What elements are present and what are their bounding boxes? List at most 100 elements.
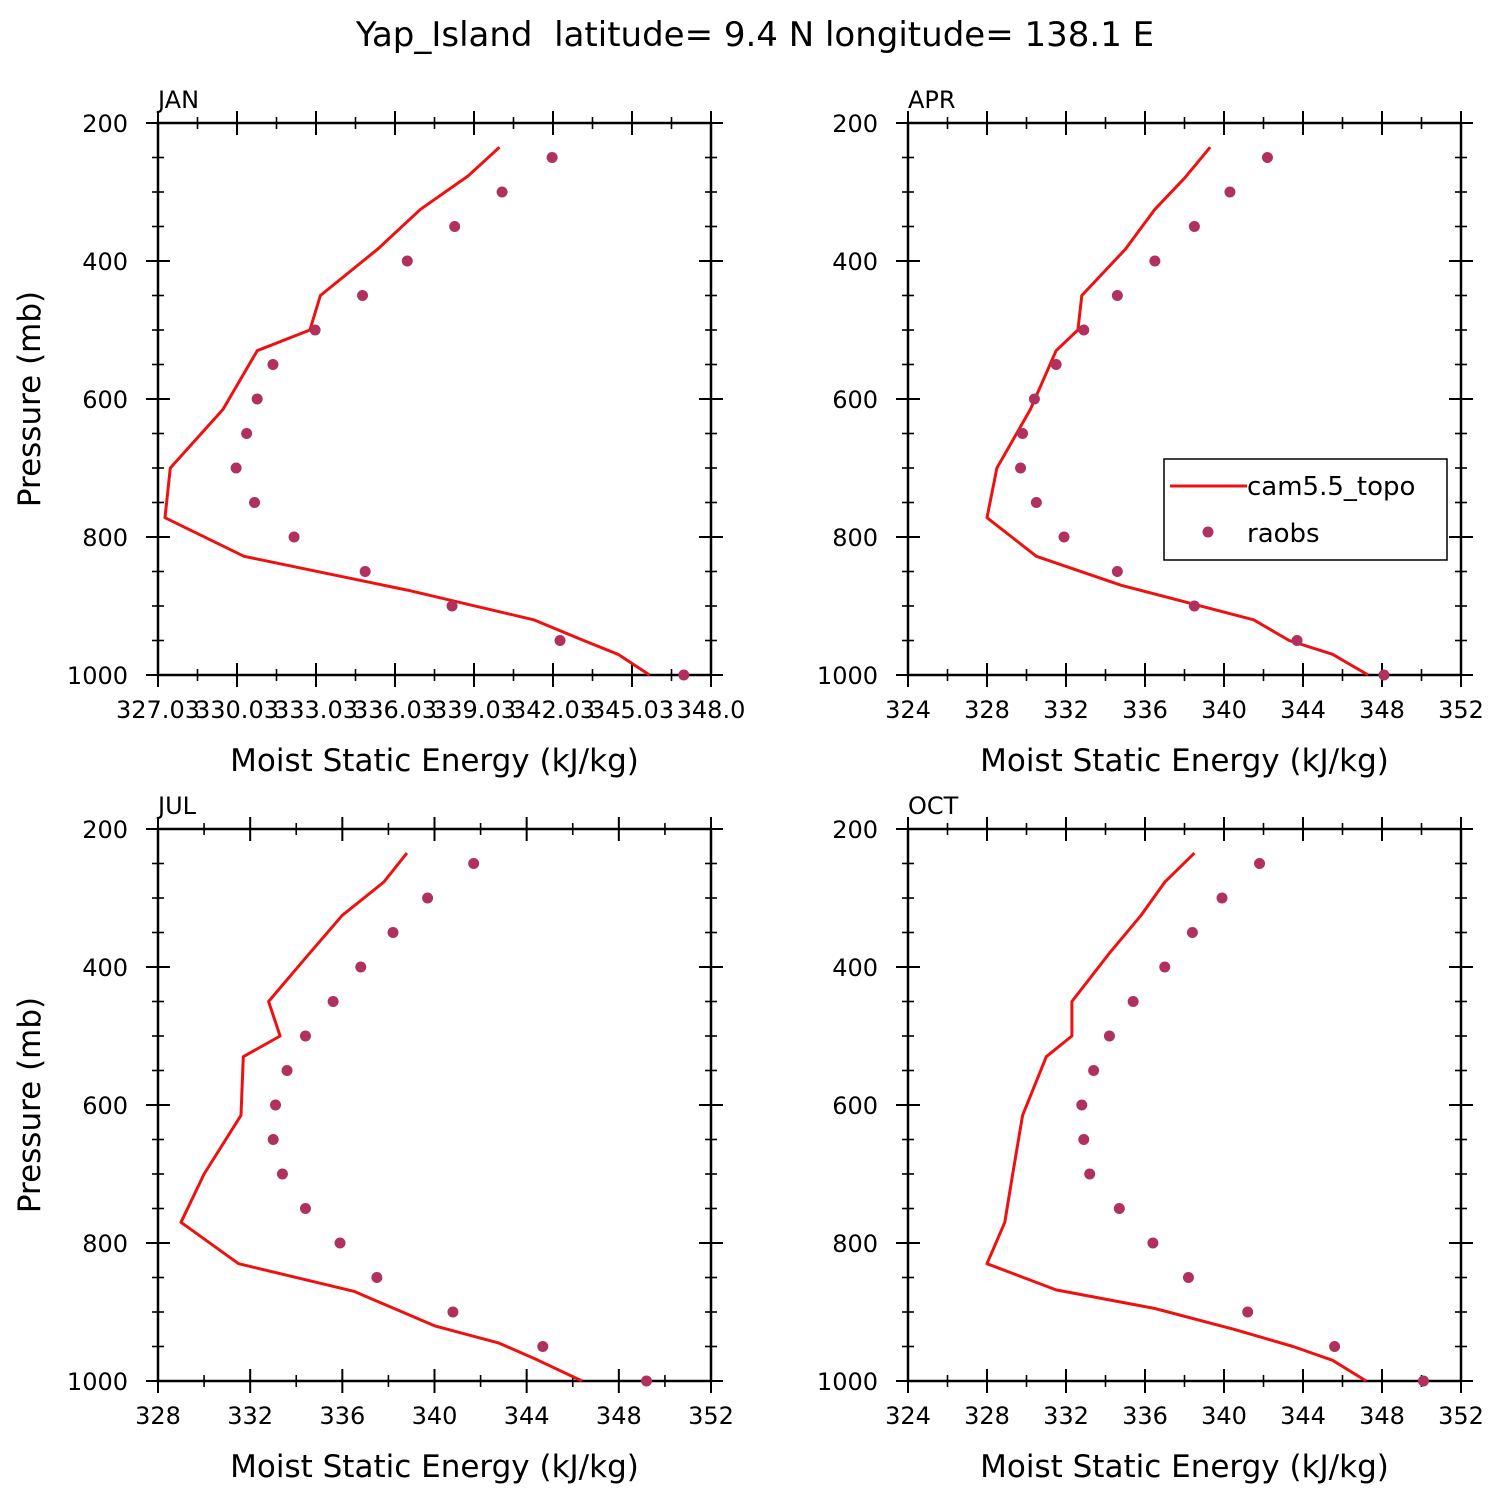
y-tick-label: 600 [82,1092,128,1120]
y-tick-label: 1000 [817,662,878,690]
x-tick-label: 324 [885,1402,931,1430]
obs-point [554,635,566,646]
obs-point [1103,1030,1115,1042]
y-tick-label: 800 [832,1230,878,1258]
obs-point [1084,1168,1096,1180]
panel-jul: JUL 328 332 336 340 344 348 352 200 400 600 800 1000… [12,792,734,1485]
y-tick-label: 400 [832,954,878,982]
y-tick-label: 400 [832,248,878,276]
obs-point [447,1306,459,1318]
y-tick-label: 600 [832,386,878,414]
model-line [179,852,583,1383]
y-axis-title: Pressure (mb) [12,997,48,1213]
x-tick-label: 348.0 [677,696,746,724]
model-line [985,852,1367,1383]
obs-point [1254,858,1266,869]
y-tick-label: 600 [832,1092,878,1120]
y-tick-label: 200 [832,110,878,138]
obs-point [1078,324,1090,336]
obs-point [249,497,261,508]
y-axis-title: Pressure (mb) [12,291,48,507]
x-tick-label: 328 [135,1402,181,1430]
model-line [163,146,651,677]
obs-point [1378,669,1390,681]
obs-point [1149,255,1161,267]
x-tick-label: 345.03 [590,696,674,724]
x-tick-label: 332 [227,1402,273,1430]
obs-point [1050,359,1062,370]
panel-apr: APR 324 328 332 336 340 344 348 352 200 400 600 800 1… [817,86,1484,779]
obs-point [357,290,369,301]
obs-point [1291,635,1303,646]
obs-point [1127,996,1139,1007]
y-tick-label: 400 [82,248,128,276]
x-tick-label: 344 [1280,696,1326,724]
panel-title: OCT [908,792,959,820]
obs-point [1242,1306,1254,1318]
obs-point [371,1272,383,1283]
obs-point [449,221,461,232]
x-tick-label: 348 [1359,696,1405,724]
obs-point [537,1341,549,1352]
panel-title: APR [908,86,956,114]
obs-point [1159,961,1171,973]
obs-point [1017,428,1029,439]
obs-point [1417,1375,1429,1387]
obs-point [309,324,321,336]
x-tick-label: 339.03 [432,696,516,724]
x-tick-label: 352 [1438,1402,1484,1430]
x-tick-label: 340 [1201,696,1247,724]
obs-point [546,152,558,163]
obs-point [276,1168,288,1180]
obs-point [267,359,279,370]
obs-point [401,255,413,267]
plot-frame [906,827,1463,1383]
obs-point [359,566,371,577]
obs-point [1224,186,1236,198]
y-tick-label: 200 [82,816,128,844]
obs-point [678,669,690,681]
obs-point [1216,892,1228,904]
obs-point [1188,221,1200,232]
obs-point [299,1030,311,1042]
y-tick-label: 1000 [817,1368,878,1396]
obs-point [1058,531,1070,543]
obs-point [334,1237,346,1249]
obs-point [288,531,300,543]
y-tick-label: 800 [832,524,878,552]
x-tick-label: 333.03 [274,696,358,724]
obs-point [1188,600,1200,612]
plot-frame [156,121,713,677]
obs-point [1329,1341,1341,1352]
obs-point [1088,1065,1100,1076]
obs-point [1028,393,1040,405]
y-tick-label: 400 [82,954,128,982]
obs-point [1030,497,1042,508]
x-tick-label: 328 [964,696,1010,724]
obs-point [422,892,434,904]
panel-title: JUL [156,792,197,820]
obs-point [496,186,508,198]
x-tick-label: 336 [1122,696,1168,724]
x-tick-label: 330.03 [195,696,279,724]
figure-title: Yap_Island latitude= 9.4 N longitude= 13… [355,15,1154,55]
obs-point [1147,1237,1159,1249]
obs-point [1113,1203,1125,1214]
x-axis-title: Moist Static Energy (kJ/kg) [230,1449,639,1485]
obs-point [446,600,458,612]
legend-marker-swatch [1202,526,1214,538]
x-tick-label: 328 [964,1402,1010,1430]
obs-point [1015,462,1027,474]
x-tick-label: 324 [885,696,931,724]
legend-label-obs: raobs [1247,519,1320,549]
obs-point [1186,927,1198,938]
x-axis-title: Moist Static Energy (kJ/kg) [980,743,1389,779]
x-tick-label: 340 [1201,1402,1247,1430]
x-tick-label: 332 [1043,1402,1089,1430]
y-tick-label: 200 [82,110,128,138]
obs-point [1111,566,1123,577]
x-tick-label: 348 [596,1402,642,1430]
legend-box [1163,458,1448,561]
